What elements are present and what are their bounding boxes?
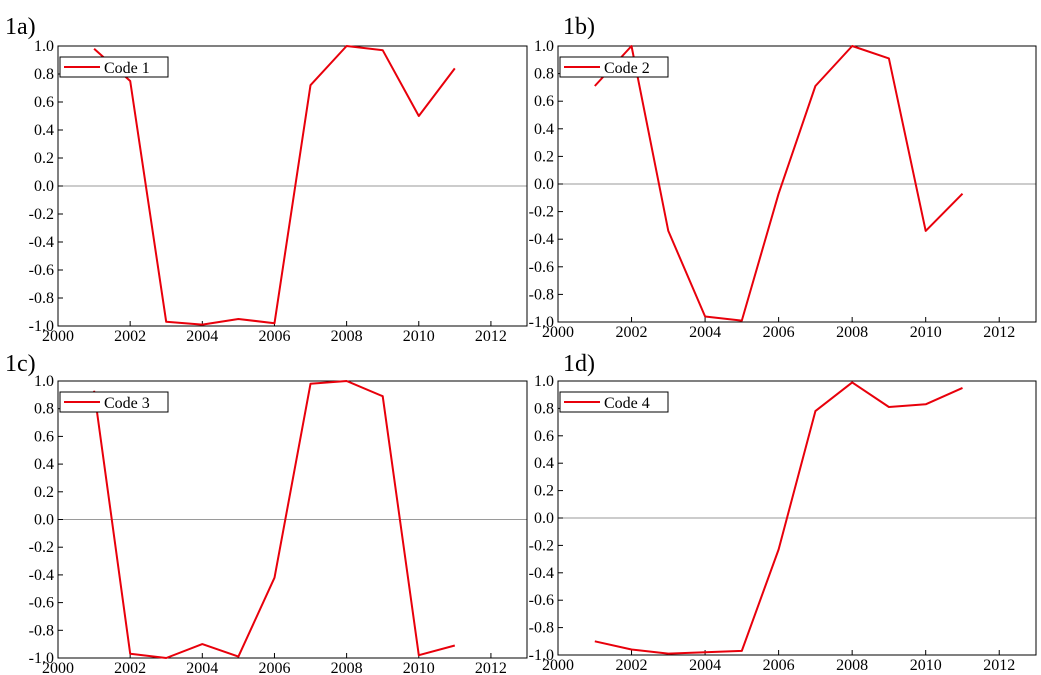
x-tick-label: 2012 [983,324,1015,341]
series-line-code-3 [93,380,456,659]
y-tick-label: 0.2 [34,484,54,501]
legend-box [559,391,669,413]
y-tick-label: -1.0 [29,650,54,667]
x-tick-label: 2000 [542,657,574,674]
y-tick-label: 0.4 [534,121,554,138]
y-tick-label: -1.0 [529,314,554,331]
legend-label: Code 1 [104,60,150,77]
x-tick-label: 2006 [258,660,290,675]
x-tick-label: 2012 [475,328,507,345]
x-tick-label: 2012 [983,657,1015,674]
y-tick-label: 0.8 [34,66,54,83]
y-tick-label: 0.6 [534,428,554,445]
x-tick-label: 2006 [258,328,290,345]
y-tick-label: 0.8 [534,400,554,417]
panel-label: 1c) [5,351,36,377]
y-tick-label: -0.6 [29,595,54,612]
x-tick-label: 2010 [403,660,435,675]
y-tick-label: 1.0 [34,373,54,390]
y-tick-label: -0.6 [29,262,54,279]
x-tick-label: 2000 [42,660,74,675]
panel-label: 1a) [5,14,36,40]
legend-label: Code 4 [604,395,650,412]
y-tick-label: 0.6 [34,94,54,111]
y-tick-label: 0.4 [34,122,54,139]
y-tick-label: 0.0 [534,176,554,193]
y-tick-label: 0.2 [34,150,54,167]
x-tick-label: 2002 [114,660,146,675]
x-tick-label: 2006 [763,657,795,674]
y-tick-label: 1.0 [534,373,554,390]
x-tick-label: 2002 [616,657,648,674]
legend-box [59,56,169,78]
y-tick-label: 0.6 [534,93,554,110]
series-line-code-1 [93,45,456,326]
chart-panel-2: 1b) 1.0 0.8 0.6 0.4 0.2 0.0 -0.2 -0.4 -0.6 -0.8 -1.… [529,14,1037,341]
x-tick-label: 2010 [910,657,942,674]
y-tick-label: -0.4 [529,565,554,582]
chart-panel-4: 1d) 1.0 0.8 0.6 0.4 0.2 0.0 -0.2 -0.4 -0.6 -0.8 -1.… [529,351,1037,674]
legend-label: Code 3 [104,395,150,412]
x-tick-label: 2004 [186,328,218,345]
y-tick-label: -0.6 [529,259,554,276]
y-tick-label: -0.8 [529,620,554,637]
x-tick-label: 2010 [910,324,942,341]
x-tick-label: 2008 [331,660,363,675]
legend-label: Code 2 [604,60,650,77]
y-tick-label: 0.2 [534,483,554,500]
x-tick-label: 2008 [331,328,363,345]
x-tick-label: 2002 [114,328,146,345]
series-line-code-2 [594,45,964,322]
chart-panel-3: 1c)1.0 0.8 0.6 0.4 0.2 0.0 -0.2 -0.4 -0.6 -0.8 -1.… [5,351,528,675]
y-tick-label: 0.0 [534,510,554,527]
x-tick-label: 2010 [403,328,435,345]
x-tick-label: 2006 [763,324,795,341]
x-tick-label: 2004 [689,324,721,341]
y-tick-label: 1.0 [534,38,554,55]
x-tick-label: 2008 [836,657,868,674]
y-tick-label: -0.4 [529,231,554,248]
y-tick-label: -0.8 [29,290,54,307]
x-tick-label: 2004 [689,657,721,674]
panel-label: 1b) [563,14,595,40]
y-tick-label: -0.2 [529,537,554,554]
y-tick-label: -0.4 [29,234,54,251]
y-tick-label: -1.0 [529,647,554,664]
y-tick-label: 1.0 [34,38,54,55]
y-tick-label: 0.2 [534,148,554,165]
x-tick-label: 2000 [542,324,574,341]
x-tick-label: 2002 [616,324,648,341]
y-tick-label: -0.2 [29,539,54,556]
legend-box [59,391,169,413]
series-line-code-4 [594,381,963,655]
y-tick-label: 0.6 [34,428,54,445]
x-tick-label: 2008 [836,324,868,341]
y-tick-label: 0.8 [534,66,554,83]
panel-label: 1d) [563,351,595,377]
y-tick-label: 0.8 [34,401,54,418]
x-tick-label: 2004 [186,660,218,675]
y-tick-label: -0.2 [529,204,554,221]
y-tick-label: 0.0 [34,512,54,529]
x-tick-label: 2000 [42,328,74,345]
y-tick-label: 0.4 [34,456,54,473]
y-tick-label: 0.0 [34,178,54,195]
legend-box [559,56,669,78]
y-tick-label: -1.0 [29,318,54,335]
y-tick-label: -0.4 [29,567,54,584]
y-tick-label: 0.4 [534,455,554,472]
chart-panel-1: 1a)1.0 0.8 0.6 0.4 0.2 0.0 -0.2 -0.4 -0.6 -0.8 -1.… [5,14,528,345]
y-tick-label: -0.8 [529,286,554,303]
y-tick-label: -0.6 [529,592,554,609]
y-tick-label: -0.2 [29,206,54,223]
y-tick-label: -0.8 [29,622,54,639]
x-tick-label: 2012 [475,660,507,675]
